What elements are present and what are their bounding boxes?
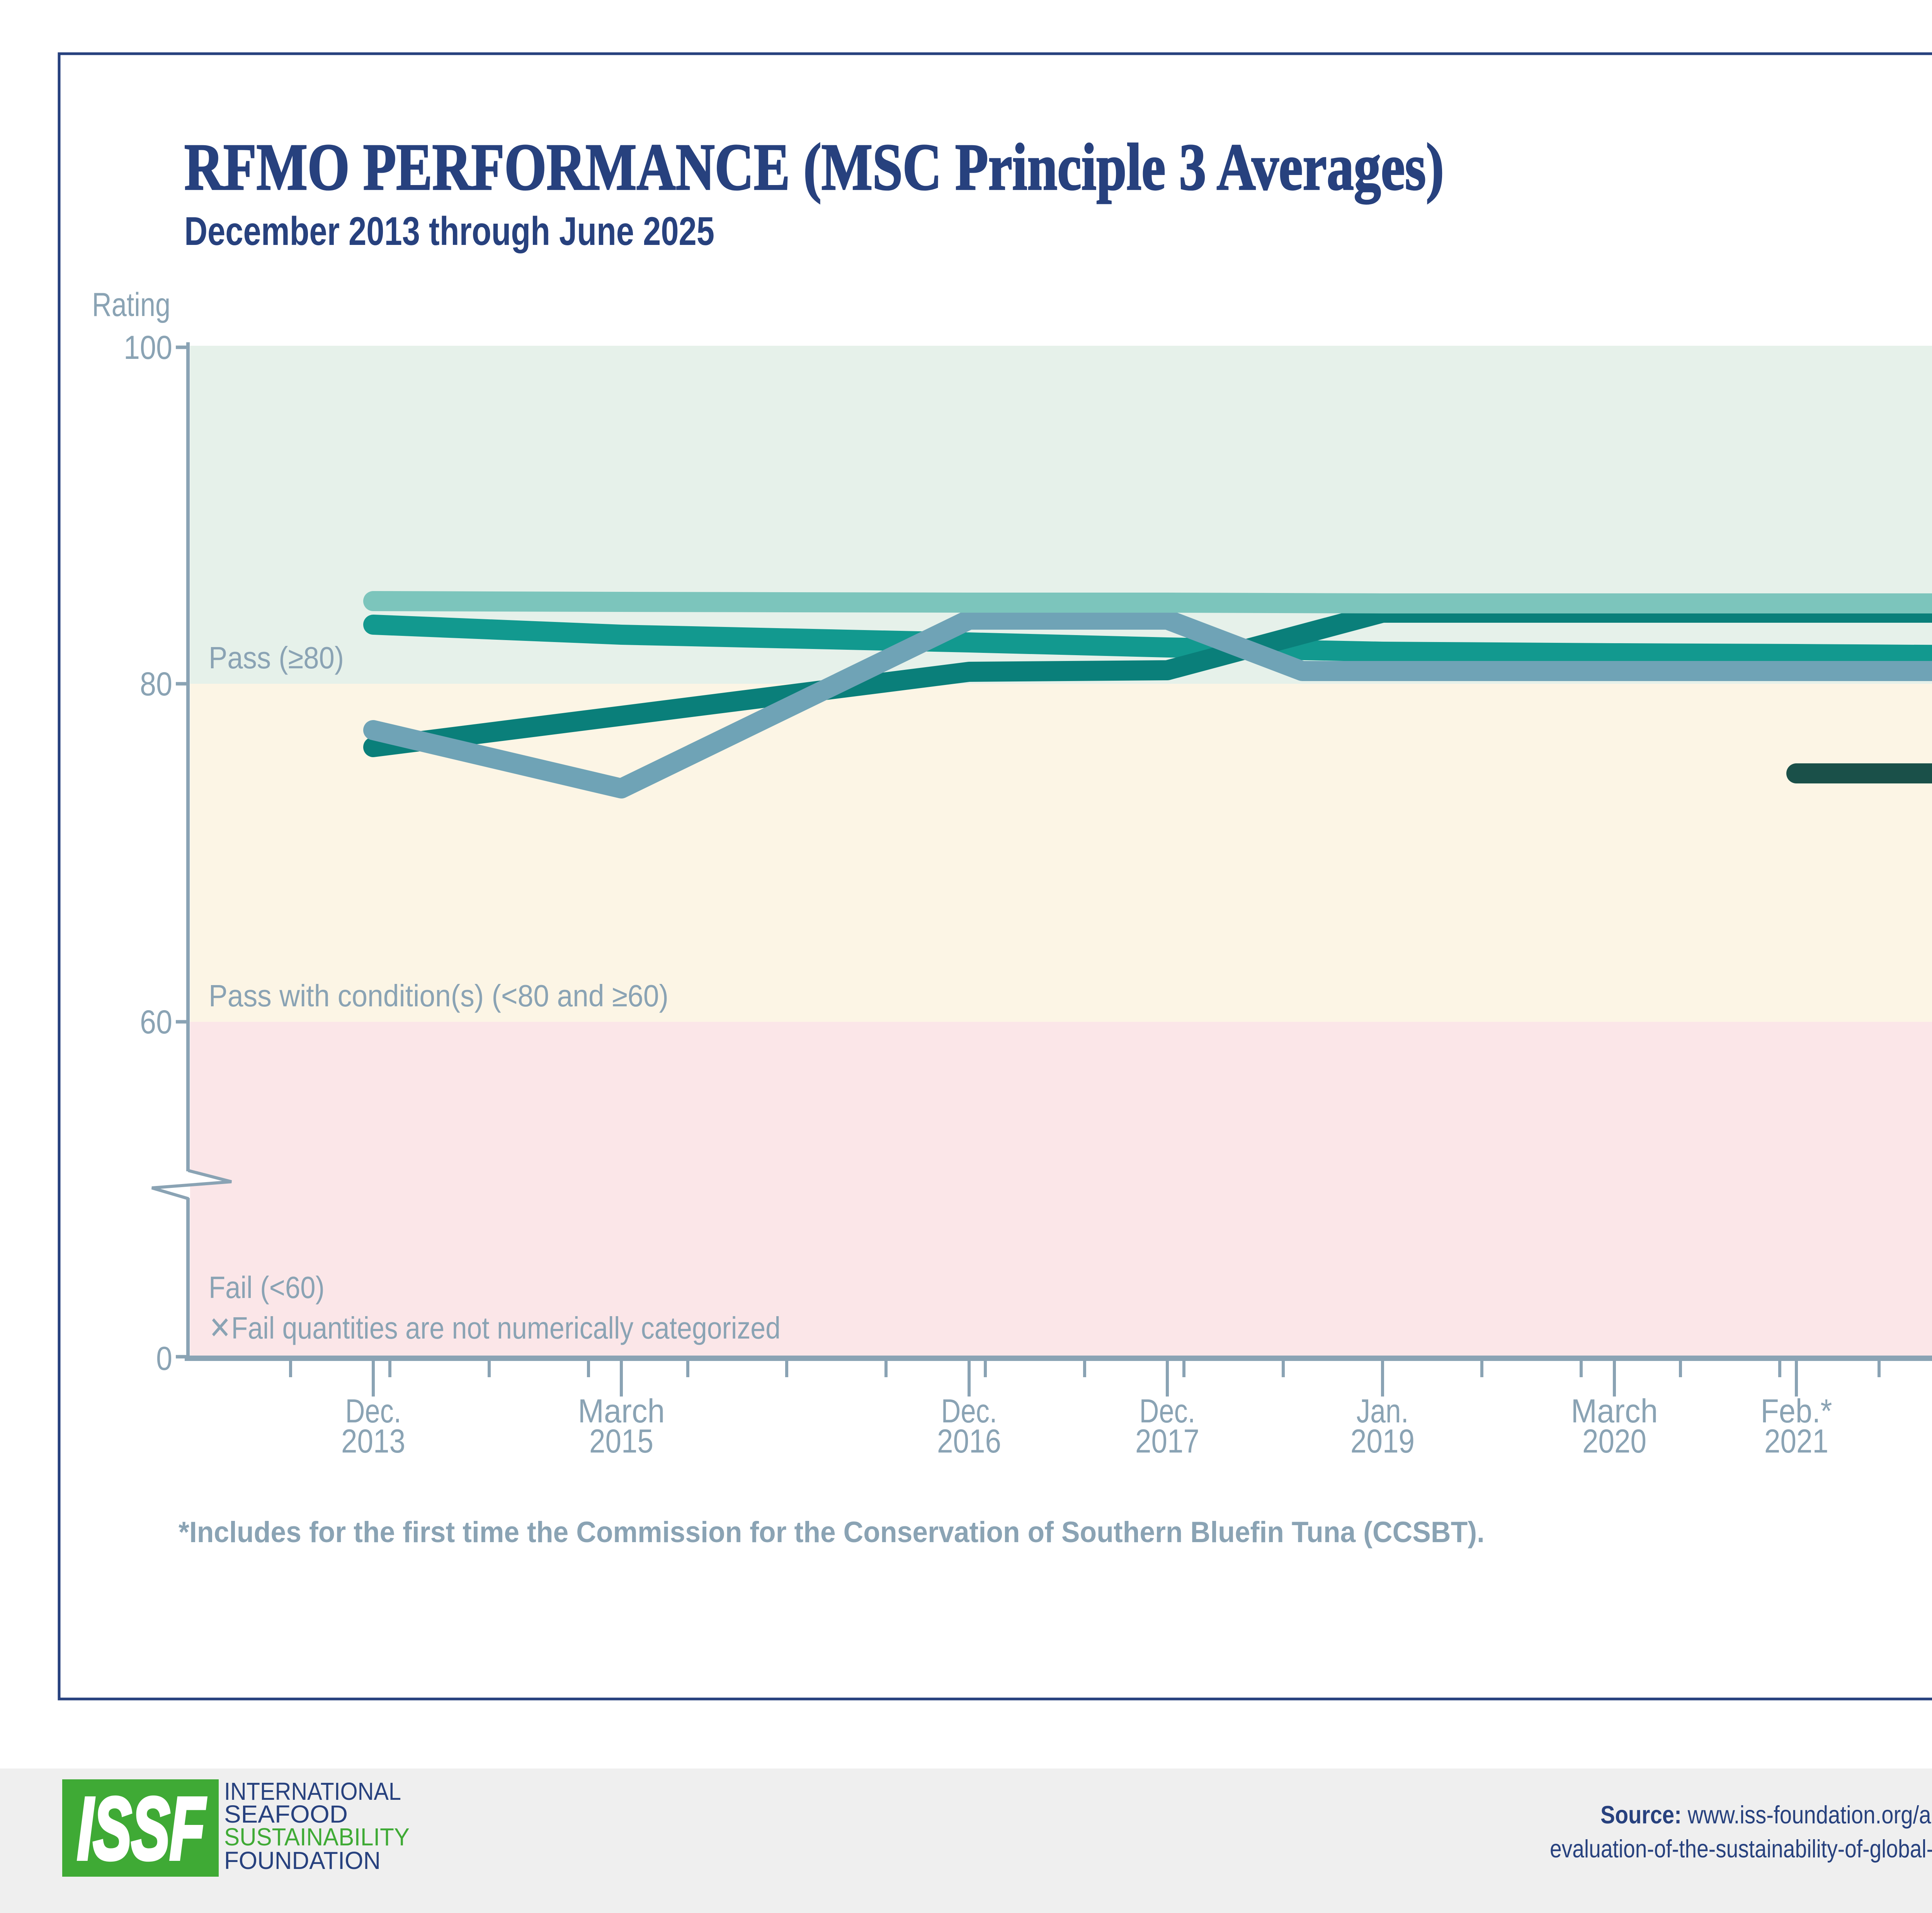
svg-text:Feb.*: Feb.* xyxy=(1761,1393,1832,1430)
svg-text:Dec.: Dec. xyxy=(941,1393,997,1430)
svg-text:80: 80 xyxy=(140,666,172,703)
svg-text:Jan.: Jan. xyxy=(1357,1393,1409,1430)
svg-text:March: March xyxy=(578,1393,665,1430)
svg-text:SUSTAINABILITY: SUSTAINABILITY xyxy=(224,1823,410,1851)
svg-text:2015: 2015 xyxy=(589,1423,653,1460)
svg-text:Pass (≥80): Pass (≥80) xyxy=(209,640,344,675)
svg-text:Dec.: Dec. xyxy=(1139,1393,1196,1430)
svg-text:2017: 2017 xyxy=(1135,1423,1199,1460)
svg-text:INTERNATIONAL: INTERNATIONAL xyxy=(224,1777,401,1805)
svg-text:evaluation-of-the-sustainabili: evaluation-of-the-sustainability-of-glob… xyxy=(1550,1835,1932,1863)
svg-text:FOUNDATION: FOUNDATION xyxy=(224,1847,381,1874)
svg-text:Fail (<60): Fail (<60) xyxy=(209,1270,325,1305)
svg-text:SEAFOOD: SEAFOOD xyxy=(224,1800,348,1828)
svg-text:Dec.: Dec. xyxy=(345,1393,401,1430)
svg-text:100: 100 xyxy=(124,329,172,366)
svg-text:2013: 2013 xyxy=(341,1423,405,1460)
svg-text:2019: 2019 xyxy=(1350,1423,1415,1460)
svg-text:Pass with condition(s) (<80 an: Pass with condition(s) (<80 and ≥60) xyxy=(209,979,668,1013)
svg-text:2016: 2016 xyxy=(937,1423,1001,1460)
svg-text:ISSF: ISSF xyxy=(77,1780,206,1878)
svg-text:Rating: Rating xyxy=(92,286,170,323)
svg-text:2020: 2020 xyxy=(1582,1423,1646,1460)
svg-text:*Includes for the first time t: *Includes for the first time the Commiss… xyxy=(179,1516,1485,1549)
svg-text:December 2013 through June 202: December 2013 through June 2025 xyxy=(184,209,714,254)
svg-text:RFMO PERFORMANCE (MSC Principl: RFMO PERFORMANCE (MSC Principle 3 Averag… xyxy=(184,131,1444,204)
svg-text:60: 60 xyxy=(140,1004,172,1041)
svg-text:March: March xyxy=(1571,1393,1658,1430)
svg-text:✕Fail quantities are not numer: ✕Fail quantities are not numerically cat… xyxy=(209,1311,781,1345)
svg-text:2021: 2021 xyxy=(1764,1423,1828,1460)
svg-text:Source: www.iss-foundation.org: Source: www.iss-foundation.org/about-iss… xyxy=(1600,1801,1932,1829)
svg-text:0: 0 xyxy=(156,1340,172,1377)
